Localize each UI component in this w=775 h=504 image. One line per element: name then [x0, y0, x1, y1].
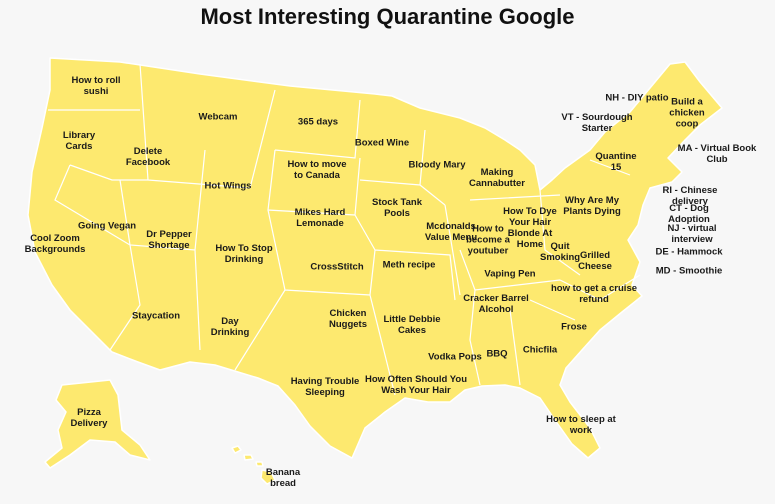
search-label: Vodka Pops	[428, 351, 482, 363]
search-label: Banana bread	[265, 467, 301, 489]
search-label: Build a chicken coop	[669, 96, 705, 130]
search-label: NH - DIY patio	[605, 92, 669, 104]
search-label: Chicfila	[522, 344, 558, 356]
search-label: Grilled Cheese	[578, 250, 612, 272]
search-label: DE - Hammock	[655, 246, 723, 258]
search-label: Mikes Hard Lemonade	[294, 207, 346, 229]
search-label: Quit Smoking	[540, 241, 581, 263]
search-label: How to move to Canada	[287, 159, 347, 181]
map-title: Most Interesting Quarantine Google	[200, 4, 575, 29]
search-label: Little Debbie Cakes	[383, 314, 441, 336]
search-label: Mcdonalds Value Menu	[424, 221, 478, 243]
search-label: Webcam	[198, 111, 238, 123]
search-label: Going Vegan	[77, 220, 137, 232]
search-label: Making Cannabutter	[469, 167, 525, 189]
search-label: Boxed Wine	[354, 137, 410, 149]
search-label: BBQ	[486, 348, 508, 360]
search-label: Pizza Delivery	[70, 407, 108, 429]
search-label: Chicken Nuggets	[329, 308, 367, 330]
search-label: Hot Wings	[204, 180, 252, 192]
search-label: Frose	[561, 321, 587, 333]
search-label: Staycation	[131, 310, 181, 322]
search-label: CrossStitch	[310, 261, 364, 273]
search-label: Meth recipe	[382, 259, 436, 271]
search-label: Quantine 15	[595, 151, 637, 173]
search-label: Cool Zoom Backgrounds	[24, 233, 86, 255]
search-label: how to get a cruise refund	[550, 283, 638, 305]
search-label: How To Stop Drinking	[215, 243, 273, 265]
search-label: Stock Tank Pools	[372, 197, 422, 219]
search-label: Library Cards	[62, 130, 96, 152]
alaska	[44, 379, 151, 469]
search-label: Having Trouble Sleeping	[290, 376, 360, 398]
search-label: How to roll sushi	[71, 75, 121, 97]
search-label: How to sleep at work	[546, 414, 616, 436]
search-label: How to become a youtuber	[466, 223, 510, 257]
contiguous-us	[27, 57, 723, 459]
search-label: Day Drinking	[210, 316, 250, 338]
search-label: MA - Virtual Book Club	[677, 143, 757, 165]
search-label: Vaping Pen	[484, 268, 536, 280]
search-label: VT - Sourdough Starter	[561, 112, 633, 134]
search-label: Bloody Mary	[408, 159, 466, 171]
search-label: 365 days	[297, 116, 339, 128]
search-label: Why Are My Plants Dying	[563, 195, 621, 217]
search-label: Cracker Barrel Alcohol	[463, 293, 529, 315]
search-label: CT - Dog Adoption	[668, 203, 710, 225]
search-label: NJ - virtual interview	[667, 223, 717, 245]
search-label: MD - Smoothie	[655, 265, 723, 277]
hawaii	[231, 445, 276, 485]
search-label: How Often Should You Wash Your Hair	[364, 374, 468, 396]
search-label: RI - Chinese delivery	[662, 185, 718, 207]
search-label: Delete Facebook	[125, 146, 171, 168]
search-label: How To Dye Your Hair Blonde At Home	[503, 206, 557, 250]
search-label: Dr Pepper Shortage	[146, 229, 192, 251]
state-borders	[48, 63, 641, 396]
